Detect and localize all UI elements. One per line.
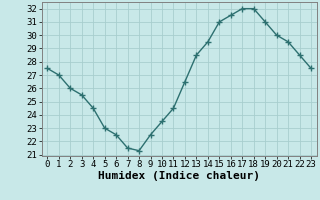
X-axis label: Humidex (Indice chaleur): Humidex (Indice chaleur) — [98, 171, 260, 181]
